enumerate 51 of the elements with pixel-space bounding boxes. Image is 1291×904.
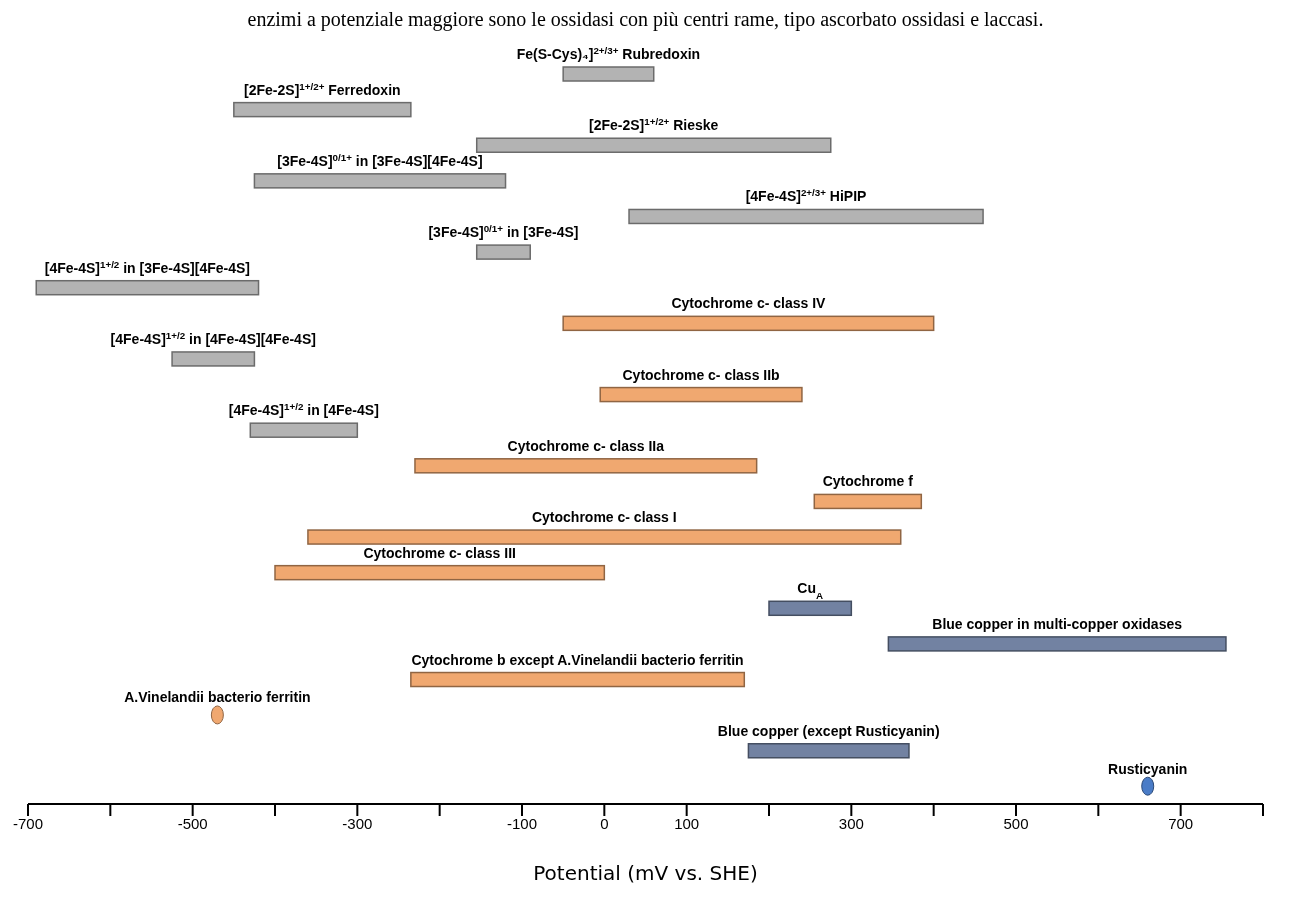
y-tick-label: [4Fe-4S]$^{1+/2}$ in [4Fe-4S]	[228, 400, 379, 419]
y-tick-label: Cytochrome c- class III	[363, 544, 516, 561]
x-tick-label: 0	[600, 814, 609, 832]
y-tick-label: Cytochrome c- class IIb	[622, 366, 780, 383]
bar	[628, 208, 984, 225]
y-tick-label: Fe(S-Cys)₄]$^{2+/3+}$ Rubredoxin	[516, 44, 701, 62]
bar	[249, 422, 359, 438]
bar	[562, 66, 655, 82]
bar	[768, 600, 853, 617]
y-tick-label: Cytochrome f	[822, 473, 914, 490]
bar	[274, 564, 606, 581]
y-tick-label: Cytochrome c- class I	[531, 509, 677, 526]
y-tick-label: [4Fe-4S]$^{1+/2}$ in [4Fe-4S][4Fe-4S]	[110, 329, 316, 347]
y-tick-label: Cu$_{A}$	[797, 580, 824, 601]
x-tick-label: 700	[1168, 814, 1194, 832]
x-tick-label: -700	[12, 814, 44, 832]
y-tick-label: [2Fe-2S]$^{1+/2+}$ Rieske	[589, 115, 719, 134]
bar	[887, 636, 1227, 652]
bar	[253, 173, 507, 189]
bar	[599, 386, 803, 403]
text: enzimi a potenziale maggiore sono le ossidasi con più centri rame, tipo ascorbato ossidasi e laccasi.	[246, 8, 1045, 33]
y-tick-label: [3Fe-4S]$^{0/1+}$ in [3Fe-4S][4Fe-4S]	[277, 151, 483, 169]
bar	[414, 458, 758, 474]
y-tick-label: Rusticyanin	[1108, 760, 1188, 777]
y-tick-label: Cytochrome c- class IIa	[507, 437, 665, 454]
x-tick-label: -100	[506, 814, 538, 832]
x-tick-label: -300	[342, 814, 373, 832]
bar	[171, 351, 256, 367]
x-axis-title: Potential (mV vs. SHE)	[533, 861, 758, 885]
x-tick-label: -500	[177, 814, 208, 832]
bar	[35, 279, 260, 296]
y-tick-label: Cytochrome b except A.Vinelandii bacterio ferritin	[411, 651, 744, 668]
bar	[813, 493, 923, 510]
bar	[475, 137, 832, 153]
y-tick-label: Blue copper (except Rusticyanin)	[717, 722, 940, 739]
bar	[307, 529, 902, 545]
y-tick-label: [3Fe-4S]$^{0/1+}$ in [3Fe-4S]	[428, 222, 579, 241]
y-tick-label: [4Fe-4S]$^{2+/3+}$ HiPIP	[745, 186, 867, 205]
y-tick-label: [4Fe-4S]$^{1+/2}$ in [3Fe-4S][4Fe-4S]	[44, 258, 251, 276]
y-tick-label: [2Fe-2S]$^{1+/2+}$ Ferredoxin	[244, 80, 401, 98]
bar	[475, 244, 531, 260]
x-tick-label: 100	[674, 814, 700, 832]
bar	[747, 743, 910, 759]
y-tick-label: Blue copper in multi-copper oxidases	[932, 615, 1183, 632]
y-tick-label: Cytochrome c- class IV	[671, 295, 827, 312]
bar	[562, 315, 935, 332]
bar	[233, 101, 412, 118]
y-tick-label: A.Vinelandii bacterio ferritin	[124, 689, 311, 706]
bar	[410, 671, 746, 688]
x-tick-label: 300	[838, 814, 864, 832]
x-tick-label: 500	[1003, 814, 1029, 832]
